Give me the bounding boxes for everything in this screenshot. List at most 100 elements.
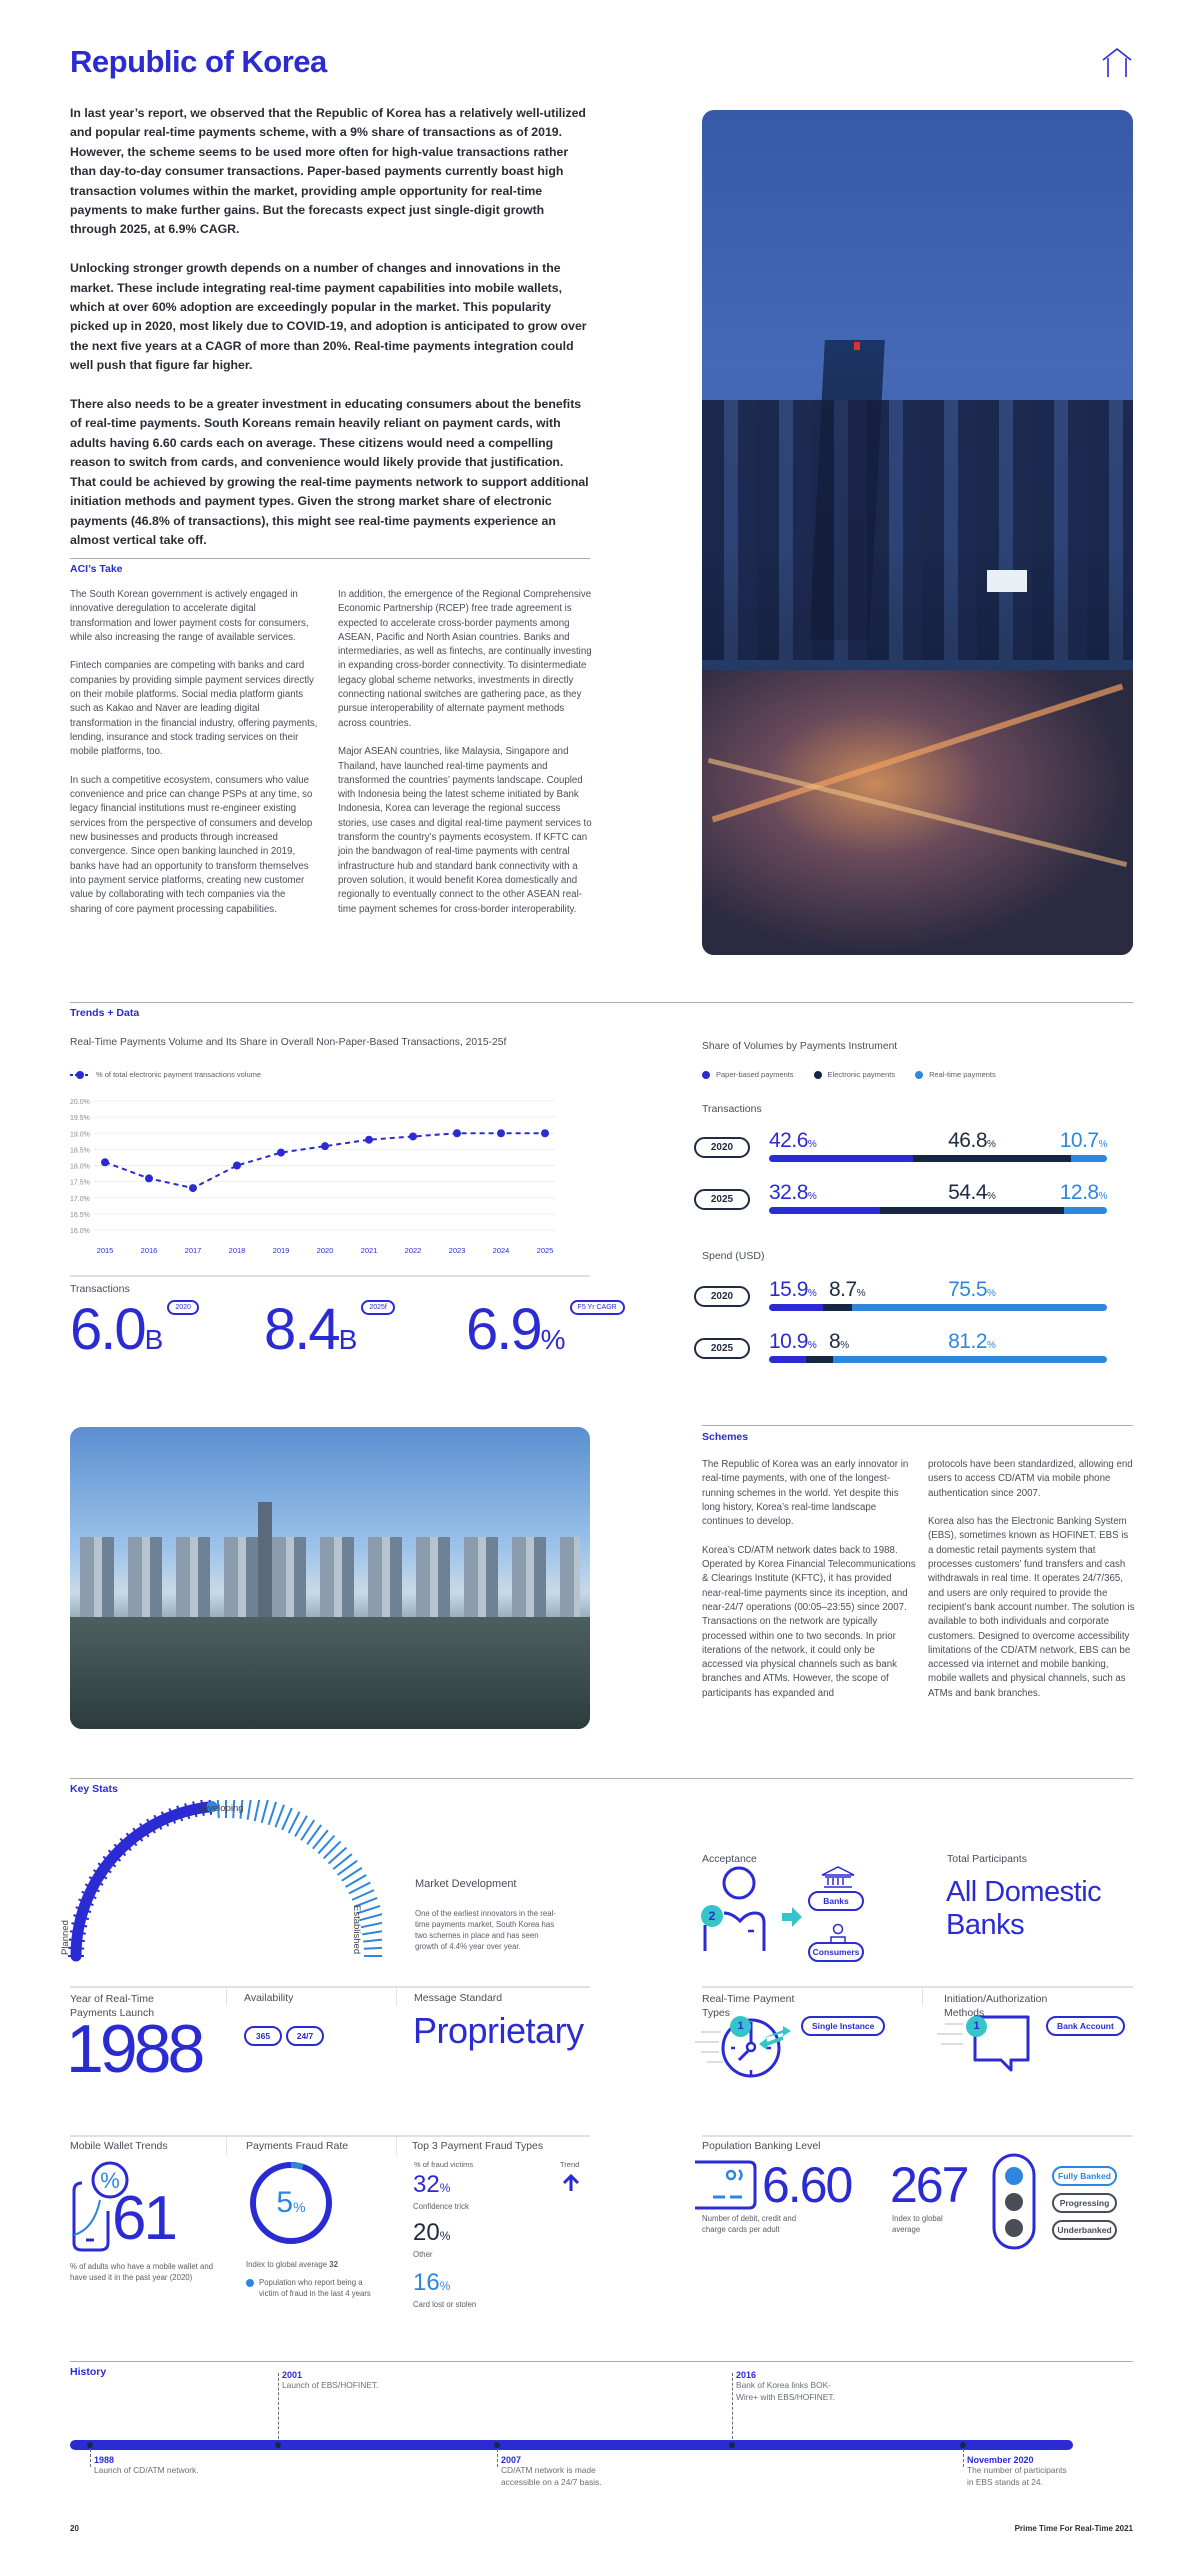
data-point xyxy=(365,1135,373,1144)
x-tick-label: 2023 xyxy=(449,1246,466,1255)
x-tick-label: 2017 xyxy=(185,1246,202,1255)
stat-tag: 2020 xyxy=(167,1300,199,1315)
gauge-tick xyxy=(260,1800,269,1823)
fraud-type-value: 20% xyxy=(413,2220,450,2249)
gauge-tick xyxy=(306,1824,323,1845)
stat-unit: % xyxy=(540,1324,566,1355)
timeline-event-year: 2016 xyxy=(736,2370,757,2380)
gauge-tick xyxy=(363,1938,382,1943)
data-point xyxy=(277,1148,285,1157)
stat-unit: B xyxy=(144,1324,164,1355)
bar-segment xyxy=(769,1207,880,1214)
x-tick-label: 2024 xyxy=(493,1246,510,1255)
bar-segment xyxy=(832,1356,1107,1363)
gauge-label-developing: Developing xyxy=(196,1803,244,1814)
x-tick-label: 2016 xyxy=(141,1246,158,1255)
gauge-tick xyxy=(216,1800,220,1819)
aci-paragraph: In addition, the emergence of the Region… xyxy=(338,589,592,729)
intro-paragraph: In last year’s report, we observed that … xyxy=(70,106,586,237)
data-point xyxy=(189,1184,197,1193)
fraud-type-unit: % xyxy=(439,2229,451,2243)
y-tick-label: 17.0% xyxy=(70,1196,90,1203)
gauge-tick xyxy=(337,1859,358,1876)
bar-unit: % xyxy=(856,1288,866,1299)
gauge-tick xyxy=(274,1804,285,1828)
series-line xyxy=(104,1132,545,1190)
timeline-marker[interactable] xyxy=(87,2442,93,2448)
legend-dot xyxy=(246,2279,254,2287)
cards-note: Number of debit, credit and charge cards… xyxy=(702,2214,797,2234)
line-chart: 20.0% 19.5% 19.0% 18.5% 18.0% 17.5% 17.0% 16.5%… xyxy=(70,1099,555,1255)
timeline-event-text: The number of participants in EBS stands… xyxy=(967,2465,1067,2487)
stat-tag: F5 Yr CAGR xyxy=(569,1300,625,1315)
timeline-connector xyxy=(90,2449,91,2467)
bar-value: 75.5 xyxy=(948,1278,987,1301)
fraud-type-number: 16 xyxy=(413,2269,440,2296)
schemes-paragraph: The Republic of Korea was an early innov… xyxy=(702,1459,909,1528)
data-point xyxy=(233,1161,241,1170)
clock-icon xyxy=(695,2018,791,2078)
gauge-tick xyxy=(322,1840,342,1860)
fraud-type-name: Other xyxy=(413,2250,433,2259)
section-heading-acis-take: ACI’s Take xyxy=(70,563,123,575)
page-title: Republic of Korea xyxy=(70,44,327,79)
line-chart-legend: % of total electronic payment transactio… xyxy=(70,1069,261,1081)
banking-index-note: Index to global average xyxy=(892,2214,943,2234)
chat-bubble-icon xyxy=(937,2015,1030,2072)
stat-value: 6.9 xyxy=(466,1297,543,1362)
section-heading-history: History xyxy=(70,2366,107,2378)
gauge-tick xyxy=(356,1904,381,1915)
bar-value: 54.4 xyxy=(948,1181,987,1204)
timeline-marker[interactable] xyxy=(275,2442,281,2448)
section-heading-key-stats: Key Stats xyxy=(70,1783,118,1795)
bar-unit: % xyxy=(987,1191,996,1202)
bar-value-label: 42.6% xyxy=(769,1129,817,1153)
bar-value-label: 10.9% xyxy=(769,1330,817,1354)
timeline-connector xyxy=(963,2449,964,2467)
bar-unit: % xyxy=(987,1139,996,1150)
stacked-bar xyxy=(769,1207,1107,1214)
timeline-event-text: Bank of Korea links BOK-Wire+ with EBS/H… xyxy=(736,2380,835,2402)
timeline-marker[interactable] xyxy=(729,2442,735,2448)
market-development-text: One of the earliest innovators in the re… xyxy=(415,1909,556,1951)
bar-chart-title: Share of Volumes by Payments Instrument xyxy=(702,1041,898,1052)
section-heading-schemes: Schemes xyxy=(702,1431,749,1443)
timeline-event-text: CD/ATM network is made accessible on a 2… xyxy=(501,2465,602,2487)
bank-icon xyxy=(821,1866,855,1878)
mobile-wallet-note: % of adults who have a mobile wallet and… xyxy=(70,2262,214,2282)
timeline-event: 1988 Launch of CD/ATM network. xyxy=(94,2455,199,2477)
data-point xyxy=(101,1158,109,1167)
transaction-stat: 6.9% F5 Yr CAGR xyxy=(466,1300,625,1360)
banking-level-underbanked: Underbanked xyxy=(1052,2220,1117,2240)
mobile-wallet-value: 61 xyxy=(112,2184,178,2253)
x-tick-label: 2018 xyxy=(229,1246,246,1255)
city-night-photo xyxy=(702,110,1133,955)
y-tick-label: 18.5% xyxy=(70,1147,90,1154)
publication-name: Prime Time For Real-Time 2021 xyxy=(1014,2524,1133,2533)
gauge-tick xyxy=(351,1889,375,1901)
bar-value: 12.8 xyxy=(1059,1181,1099,1204)
timeline-event-year: 2007 xyxy=(501,2455,522,2465)
x-tick-label: 2020 xyxy=(317,1246,334,1255)
bar-group-label: Spend (USD) xyxy=(702,1250,765,1262)
gauge-tick xyxy=(281,1807,293,1831)
exchange-arrows-icon xyxy=(759,2026,791,2050)
bar-chart-legend: Paper-based payments Electronic payments… xyxy=(702,1069,996,1081)
house-outline-icon[interactable] xyxy=(1100,46,1134,80)
bar-group-label: Transactions xyxy=(702,1103,762,1115)
x-tick-label: 2015 xyxy=(97,1246,114,1255)
timeline-marker[interactable] xyxy=(494,2442,500,2448)
gauge-tick xyxy=(294,1815,308,1837)
fraud-type-name: Card lost or stolen xyxy=(413,2300,477,2309)
bar-segment xyxy=(769,1304,823,1311)
gauge-tick xyxy=(332,1853,353,1870)
bar-segment xyxy=(822,1304,853,1311)
legend-item: Paper-based payments xyxy=(702,1069,794,1081)
gauge-tick xyxy=(239,1800,244,1819)
percent-icon: % xyxy=(100,2168,120,2193)
page-number: 20 xyxy=(70,2524,79,2533)
year-pill: 2020 xyxy=(694,1286,750,1307)
fraud-types-col-label: % of fraud victims xyxy=(414,2160,474,2169)
timeline-marker[interactable] xyxy=(960,2442,966,2448)
availability-label: Availability xyxy=(244,1992,294,2004)
